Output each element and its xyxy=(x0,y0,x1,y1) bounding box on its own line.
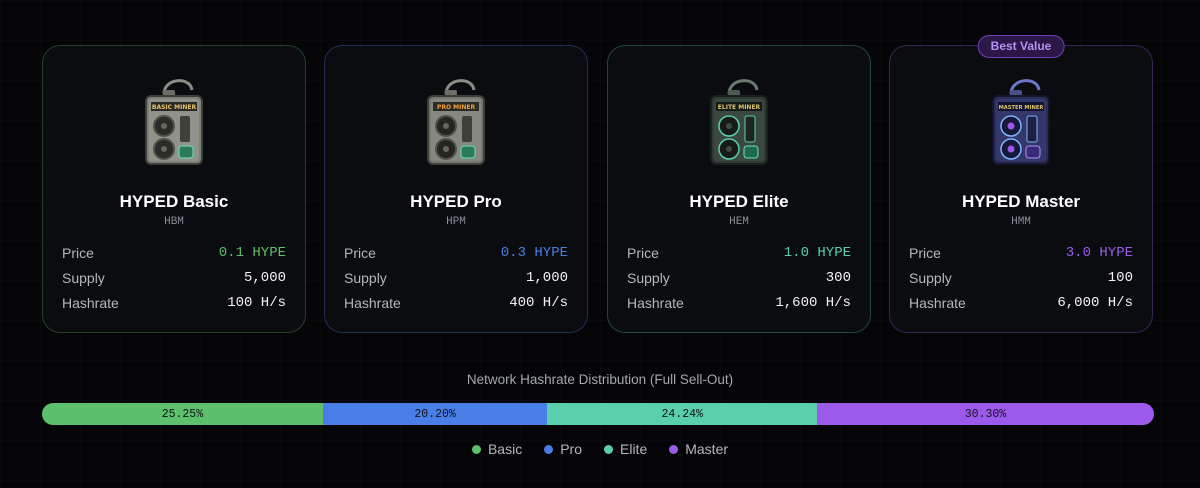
hashrate-value: 400 H/s xyxy=(509,295,568,311)
svg-text:ELITE MINER: ELITE MINER xyxy=(718,104,761,111)
price-label: Price xyxy=(909,245,941,261)
svg-text:PRO MINER: PRO MINER xyxy=(437,104,476,111)
segment-basic: 25.25% xyxy=(42,403,323,425)
card-symbol: HBM xyxy=(164,216,184,228)
supply-row: Supply 1,000 xyxy=(344,270,568,290)
price-label: Price xyxy=(62,245,94,261)
supply-label: Supply xyxy=(344,270,387,286)
hashrate-label: Hashrate xyxy=(62,295,119,311)
supply-value: 5,000 xyxy=(243,270,286,286)
segment-elite: 24.24% xyxy=(547,403,817,425)
supply-label: Supply xyxy=(627,270,670,286)
supply-value: 100 xyxy=(1107,270,1133,286)
price-value: 0.1 HYPE xyxy=(218,245,286,261)
legend-label: Master xyxy=(685,441,729,457)
hashrate-value: 1,600 H/s xyxy=(775,295,851,311)
svg-text:BASIC MINER: BASIC MINER xyxy=(152,104,197,111)
card-symbol: HPM xyxy=(446,216,466,228)
hashrate-value: 100 H/s xyxy=(227,295,286,311)
hashrate-row: Hashrate 400 H/s xyxy=(344,295,568,315)
price-value: 1.0 HYPE xyxy=(783,245,851,261)
supply-row: Supply 100 xyxy=(909,270,1133,290)
segment-pro: 20.20% xyxy=(322,403,548,425)
card-symbol: HEM xyxy=(729,216,749,228)
hashrate-row: Hashrate 100 H/s xyxy=(62,295,286,315)
price-value: 3.0 HYPE xyxy=(1065,245,1133,261)
price-row: Price 3.0 HYPE xyxy=(909,245,1133,265)
distribution-title: Network Hashrate Distribution (Full Sell… xyxy=(466,372,734,387)
legend-item-elite: Elite xyxy=(604,441,647,457)
price-row: Price 1.0 HYPE xyxy=(627,245,851,265)
pro-miner-icon: PRO MINER xyxy=(427,79,485,165)
hashrate-label: Hashrate xyxy=(627,295,684,311)
legend-dot-icon xyxy=(544,444,554,454)
supply-value: 300 xyxy=(825,270,851,286)
legend-item-master: Master xyxy=(669,441,728,457)
legend-dot-icon xyxy=(669,444,679,454)
basic-miner-icon: BASIC MINER xyxy=(145,79,203,165)
legend-label: Pro xyxy=(560,441,582,457)
price-row: Price 0.3 HYPE xyxy=(344,245,568,265)
legend-label: Basic xyxy=(487,441,523,457)
price-row: Price 0.1 HYPE xyxy=(62,245,286,265)
hashrate-row: Hashrate 6,000 H/s xyxy=(909,295,1133,315)
miner-cards: BASIC MINER HYPED Basic HBM Price 0.1 HY… xyxy=(42,35,1153,333)
supply-label: Supply xyxy=(909,270,952,286)
supply-label: Supply xyxy=(62,270,105,286)
legend-label: Elite xyxy=(620,441,648,457)
price-value: 0.3 HYPE xyxy=(500,245,568,261)
card-title: HYPED Elite xyxy=(689,192,789,211)
elite-miner-icon: ELITE MINER xyxy=(710,79,768,165)
legend-item-basic: Basic xyxy=(471,441,523,457)
card-title: HYPED Basic xyxy=(119,192,229,211)
hashrate-value: 6,000 H/s xyxy=(1057,295,1133,311)
svg-text:MASTER MINER: MASTER MINER xyxy=(999,105,1044,111)
master-miner-icon: MASTER MINER xyxy=(992,79,1050,165)
price-label: Price xyxy=(627,245,659,261)
card-hyped-pro[interactable]: PRO MINER HYPED Pro HPM Price 0.3 HYPE S… xyxy=(324,45,588,333)
supply-row: Supply 5,000 xyxy=(62,270,286,290)
hashrate-label: Hashrate xyxy=(344,295,401,311)
card-symbol: HMM xyxy=(1011,216,1031,228)
supply-row: Supply 300 xyxy=(627,270,851,290)
legend-dot-icon xyxy=(604,444,613,454)
hashrate-row: Hashrate 1,600 H/s xyxy=(627,295,851,315)
legend-dot-icon xyxy=(471,444,481,454)
legend-item-pro: Pro xyxy=(544,441,582,457)
card-title: HYPED Pro xyxy=(410,192,502,211)
distribution-legend: Basic Pro Elite Master xyxy=(0,441,1200,457)
hashrate-distribution-bar: 25.25% 20.20% 24.24% 30.30% xyxy=(42,403,1154,425)
card-hyped-master[interactable]: Best Value MASTER MINER HYPED Master HMM… xyxy=(889,35,1153,333)
price-label: Price xyxy=(344,245,376,261)
supply-value: 1,000 xyxy=(525,270,568,286)
card-title: HYPED Master xyxy=(961,192,1081,211)
hashrate-label: Hashrate xyxy=(909,295,966,311)
segment-master: 30.30% xyxy=(817,403,1154,425)
card-hyped-basic[interactable]: BASIC MINER HYPED Basic HBM Price 0.1 HY… xyxy=(42,45,306,333)
card-hyped-elite[interactable]: ELITE MINER HYPED Elite HEM Price 1.0 HY… xyxy=(607,45,871,333)
best-value-badge: Best Value xyxy=(977,35,1065,58)
